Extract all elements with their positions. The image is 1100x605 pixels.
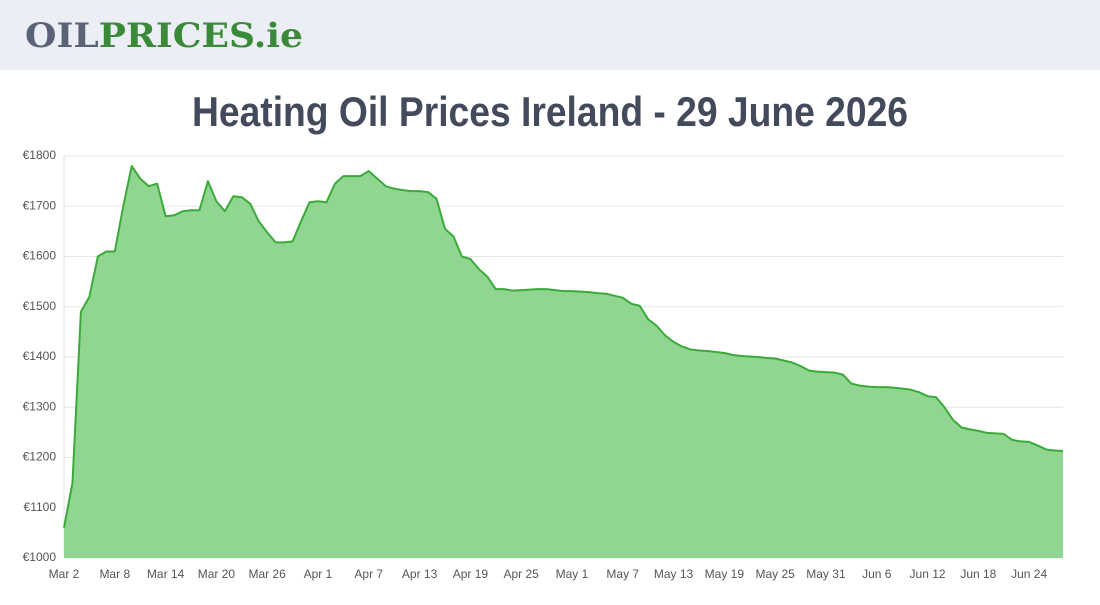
y-tick-label: €1600 <box>23 249 57 263</box>
logo-left: OIL <box>25 16 99 56</box>
x-tick-label: Apr 19 <box>453 567 489 581</box>
x-tick-label: Apr 25 <box>503 567 539 581</box>
x-tick-label: Jun 12 <box>910 567 946 581</box>
x-tick-label: Apr 7 <box>354 567 383 581</box>
y-tick-label: €1800 <box>23 148 57 162</box>
y-tick-label: €1500 <box>23 299 57 313</box>
x-tick-label: May 13 <box>654 567 694 581</box>
x-tick-label: May 31 <box>806 567 846 581</box>
x-tick-label: Mar 8 <box>99 567 130 581</box>
area <box>64 166 1063 559</box>
y-tick-label: €1100 <box>24 500 57 514</box>
x-tick-label: Mar 20 <box>198 567 236 581</box>
logo-right: PRICES.ie <box>99 16 303 56</box>
x-tick-label: Mar 14 <box>147 567 185 581</box>
header-bar <box>0 0 1100 70</box>
y-tick-label: €1000 <box>23 550 57 564</box>
x-tick-label: Jun 6 <box>862 567 892 581</box>
line <box>63 165 1064 529</box>
x-tick-label: Apr 13 <box>402 567 438 581</box>
x-tick-label: May 1 <box>556 567 589 581</box>
x-tick-label: Jun 18 <box>960 567 996 581</box>
x-tick-label: Jun 24 <box>1011 567 1047 581</box>
x-tick-label: Mar 26 <box>249 567 287 581</box>
chart-title: Heating Oil Prices Ireland - 29 June 202… <box>192 88 908 135</box>
x-tick-label: Mar 2 <box>49 567 80 581</box>
chart: €1000 €1100 €1200 €1300 €1400 €1500 €1600 €1700… <box>23 148 1064 581</box>
x-tick-label: May 19 <box>705 567 745 581</box>
y-tick-label: €1300 <box>23 399 57 413</box>
y-tick-label: €1200 <box>23 450 57 464</box>
logo[interactable]: OIL PRICES.ie <box>25 16 303 56</box>
x-tick-label: May 25 <box>755 567 795 581</box>
y-tick-label: €1700 <box>23 198 57 212</box>
y-tick-label: €1400 <box>23 349 57 363</box>
x-tick-label: May 7 <box>606 567 639 581</box>
x-tick-label: Apr 1 <box>304 567 333 581</box>
